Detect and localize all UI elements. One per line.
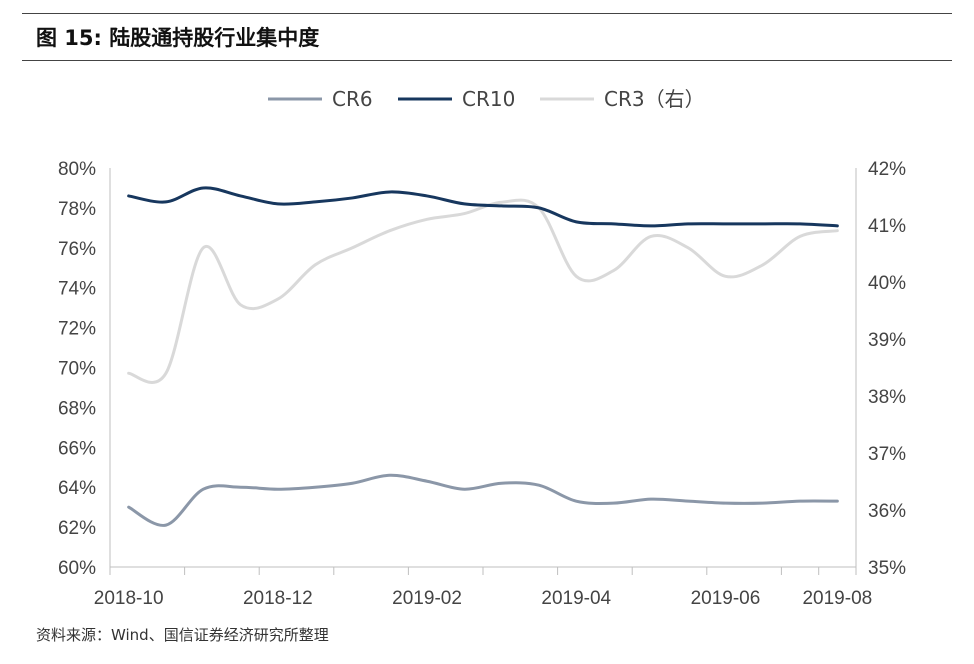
y-left-tick-label: 62% bbox=[58, 518, 96, 539]
y-right-tick-label: 37% bbox=[868, 444, 906, 465]
y-right-tick-label: 39% bbox=[868, 330, 906, 351]
y-left-tick-label: 60% bbox=[58, 558, 96, 579]
y-right-tick-label: 36% bbox=[868, 501, 906, 522]
y-right-tick-label: 41% bbox=[868, 216, 906, 237]
legend-label: CR3（右） bbox=[604, 87, 705, 111]
x-tick-label: 2019-04 bbox=[541, 588, 611, 609]
y-right-tick-label: 42% bbox=[868, 159, 906, 180]
series-line-cr10 bbox=[127, 186, 839, 228]
source-note: 资料来源：Wind、国信证券经济研究所整理 bbox=[36, 626, 329, 644]
y-right-tick-label: 35% bbox=[868, 558, 906, 579]
y-left-tick-label: 66% bbox=[58, 438, 96, 459]
legend-label: CR6 bbox=[332, 87, 373, 111]
chart-series bbox=[127, 186, 839, 527]
legend-label: CR10 bbox=[462, 87, 515, 111]
series-line-cr3 bbox=[127, 198, 839, 384]
y-left-tick-label: 70% bbox=[58, 359, 96, 380]
y-left-tick-label: 72% bbox=[58, 319, 96, 340]
x-tick-label: 2019-02 bbox=[392, 588, 462, 609]
x-tick-label: 2018-12 bbox=[243, 588, 313, 609]
figure-title: 图 15: 陆股通持股行业集中度 bbox=[36, 26, 320, 50]
chart-legend: CR6 CR10 CR3（右） bbox=[268, 87, 705, 111]
x-tick-label: 2019-06 bbox=[691, 588, 761, 609]
y-left-tick-label: 74% bbox=[58, 279, 96, 300]
y-right-tick-label: 38% bbox=[868, 387, 906, 408]
y-left-tick-label: 78% bbox=[58, 199, 96, 220]
y-left-tick-label: 76% bbox=[58, 239, 96, 260]
y-left-tick-label: 68% bbox=[58, 398, 96, 419]
y-right-tick-label: 40% bbox=[868, 273, 906, 294]
y-left-tick-label: 64% bbox=[58, 478, 96, 499]
y-left-tick-label: 80% bbox=[58, 159, 96, 180]
series-line-cr6 bbox=[127, 473, 839, 527]
chart-axes: 80% 78% 76% 74% 72% 70% 68% 66% 64% 62% 60% 42% 41% 4… bbox=[58, 159, 906, 609]
x-tick-label: 2019-08 bbox=[802, 588, 872, 609]
x-tick-label: 2018-10 bbox=[94, 588, 164, 609]
